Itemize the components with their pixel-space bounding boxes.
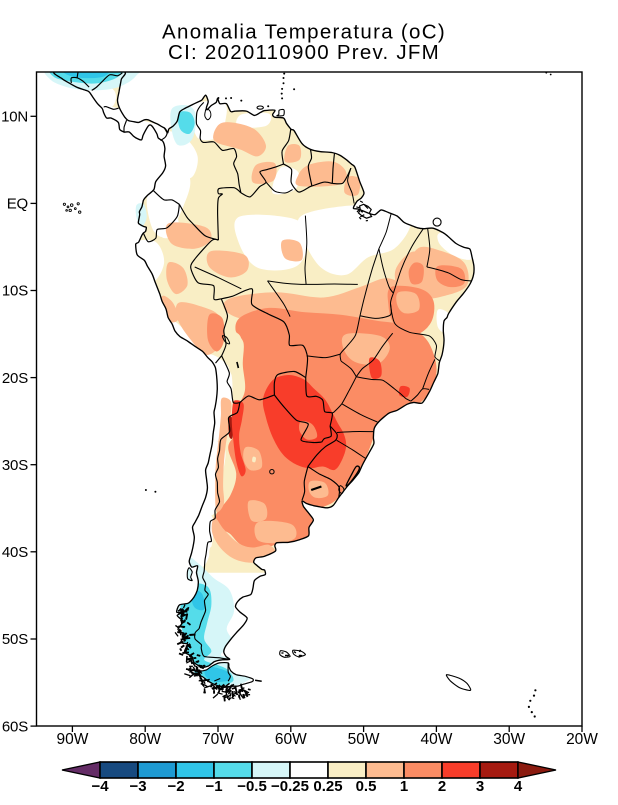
svg-text:80W: 80W (129, 731, 161, 748)
svg-text:0.25: 0.25 (313, 778, 342, 795)
svg-text:70W: 70W (202, 731, 234, 748)
svg-text:40W: 40W (420, 731, 452, 748)
svg-text:60S: 60S (2, 718, 28, 735)
svg-text:30S: 30S (2, 457, 28, 474)
svg-text:−2: −2 (167, 778, 184, 795)
svg-text:−0.25: −0.25 (271, 778, 309, 795)
svg-text:10S: 10S (2, 283, 28, 300)
svg-text:40S: 40S (2, 544, 28, 561)
svg-text:Anomalia Temperatura (oC): Anomalia Temperatura (oC) (162, 21, 446, 44)
svg-text:20S: 20S (2, 370, 28, 387)
svg-text:−0.5: −0.5 (237, 778, 267, 795)
svg-text:30W: 30W (493, 731, 525, 748)
svg-text:CI: 2020110900 Prev. JFM: CI: 2020110900 Prev. JFM (168, 41, 440, 64)
svg-text:20W: 20W (566, 731, 598, 748)
svg-text:4: 4 (514, 778, 523, 795)
svg-text:60W: 60W (275, 731, 307, 748)
svg-text:EQ: EQ (7, 196, 28, 213)
svg-text:90W: 90W (56, 731, 88, 748)
svg-text:3: 3 (476, 778, 484, 795)
svg-text:−1: −1 (205, 778, 222, 795)
svg-text:−3: −3 (129, 778, 146, 795)
svg-text:−4: −4 (91, 778, 109, 795)
svg-text:1: 1 (400, 778, 408, 795)
svg-text:50S: 50S (2, 631, 28, 648)
svg-text:2: 2 (438, 778, 446, 795)
svg-text:50W: 50W (348, 731, 380, 748)
svg-text:10N: 10N (1, 109, 28, 126)
svg-text:0.5: 0.5 (356, 778, 377, 795)
